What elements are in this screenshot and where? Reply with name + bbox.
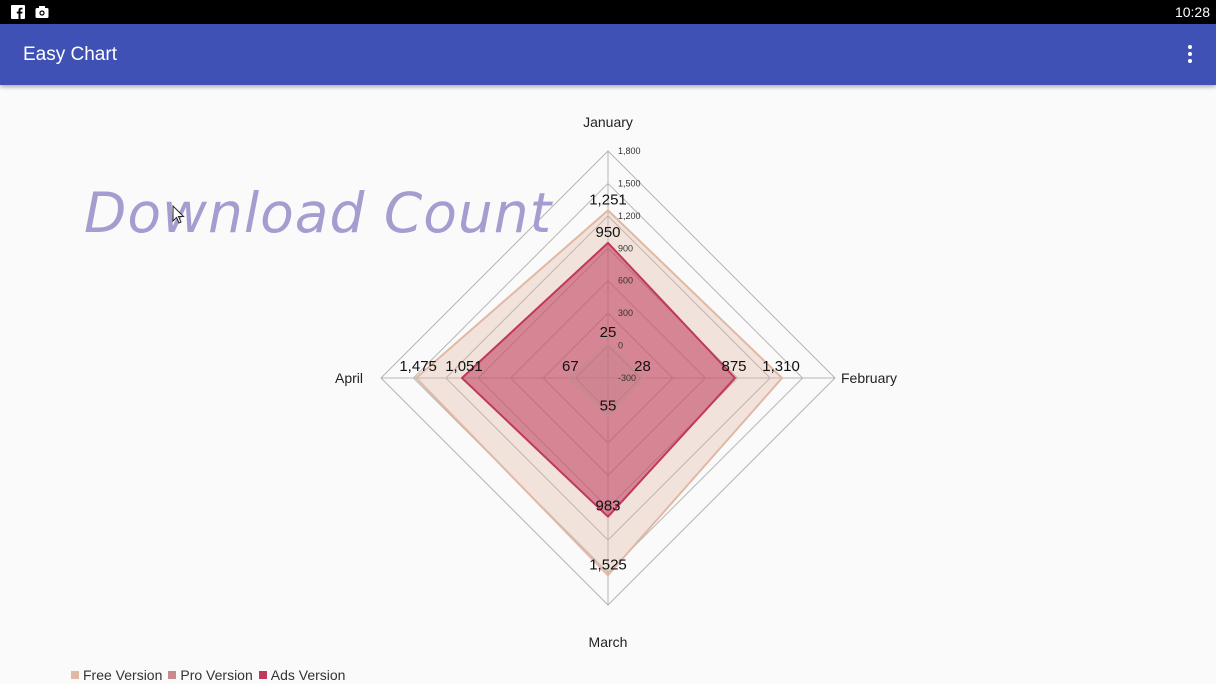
- axis-label-march: March: [589, 634, 628, 650]
- app-title: Easy Chart: [23, 44, 117, 65]
- data-label: 1,310: [762, 358, 800, 375]
- more-vert-icon[interactable]: [1178, 42, 1202, 66]
- tick-label: 1,800: [618, 146, 641, 156]
- legend-item-ads: Ads Version: [258, 667, 346, 683]
- radar-chart: -300 0 300 600 900 1,200 1,500 1,800 1,251 1,310 1…: [335, 114, 897, 650]
- tick-label: 900: [618, 243, 633, 253]
- data-label: 1,525: [589, 556, 627, 573]
- tick-label: 1,200: [618, 211, 641, 221]
- tick-label: -300: [618, 373, 636, 383]
- data-label: 1,051: [445, 358, 483, 375]
- series-area-ads-version: [460, 241, 737, 518]
- tick-label: 600: [618, 276, 633, 286]
- legend-label-ads: Ads Version: [270, 667, 346, 683]
- legend: Free Version Pro Version Ads Version: [71, 667, 345, 683]
- legend-swatch-pro: [168, 671, 177, 679]
- data-label: 950: [595, 224, 620, 241]
- legend-swatch-free: [71, 671, 79, 679]
- data-label: 55: [600, 397, 617, 414]
- chart-area: -300 0 300 600 900 1,200 1,500 1,800 1,251 1,310 1…: [0, 85, 1216, 684]
- axis-label-january: January: [583, 114, 633, 130]
- series-area-pro-version: [567, 341, 645, 418]
- chart-title: Download Count: [84, 181, 553, 245]
- tick-label: 0: [618, 341, 623, 351]
- data-label: 1,251: [589, 191, 627, 208]
- legend-item-pro: Pro Version: [168, 667, 253, 683]
- mouse-cursor-icon: [172, 205, 185, 224]
- tick-label: 300: [618, 308, 633, 318]
- data-label: 28: [634, 358, 651, 375]
- status-bar: 10:28: [0, 0, 1216, 24]
- data-label: 25: [600, 324, 617, 341]
- tick-label: 1,500: [618, 178, 641, 188]
- app-bar: Easy Chart: [0, 24, 1216, 85]
- facebook-icon: [11, 5, 25, 19]
- data-label: 983: [595, 498, 620, 515]
- axis-label-february: February: [841, 370, 897, 386]
- clock: 10:28: [1174, 4, 1210, 20]
- axis-label-april: April: [335, 370, 363, 386]
- legend-item-free: Free Version: [71, 667, 162, 683]
- data-label: 1,475: [399, 358, 437, 375]
- data-label: 67: [562, 358, 579, 375]
- camera-icon: [35, 6, 49, 18]
- legend-label-free: Free Version: [83, 667, 163, 683]
- legend-swatch-ads: [258, 671, 267, 679]
- legend-label-pro: Pro Version: [180, 667, 253, 683]
- data-label: 875: [721, 358, 746, 375]
